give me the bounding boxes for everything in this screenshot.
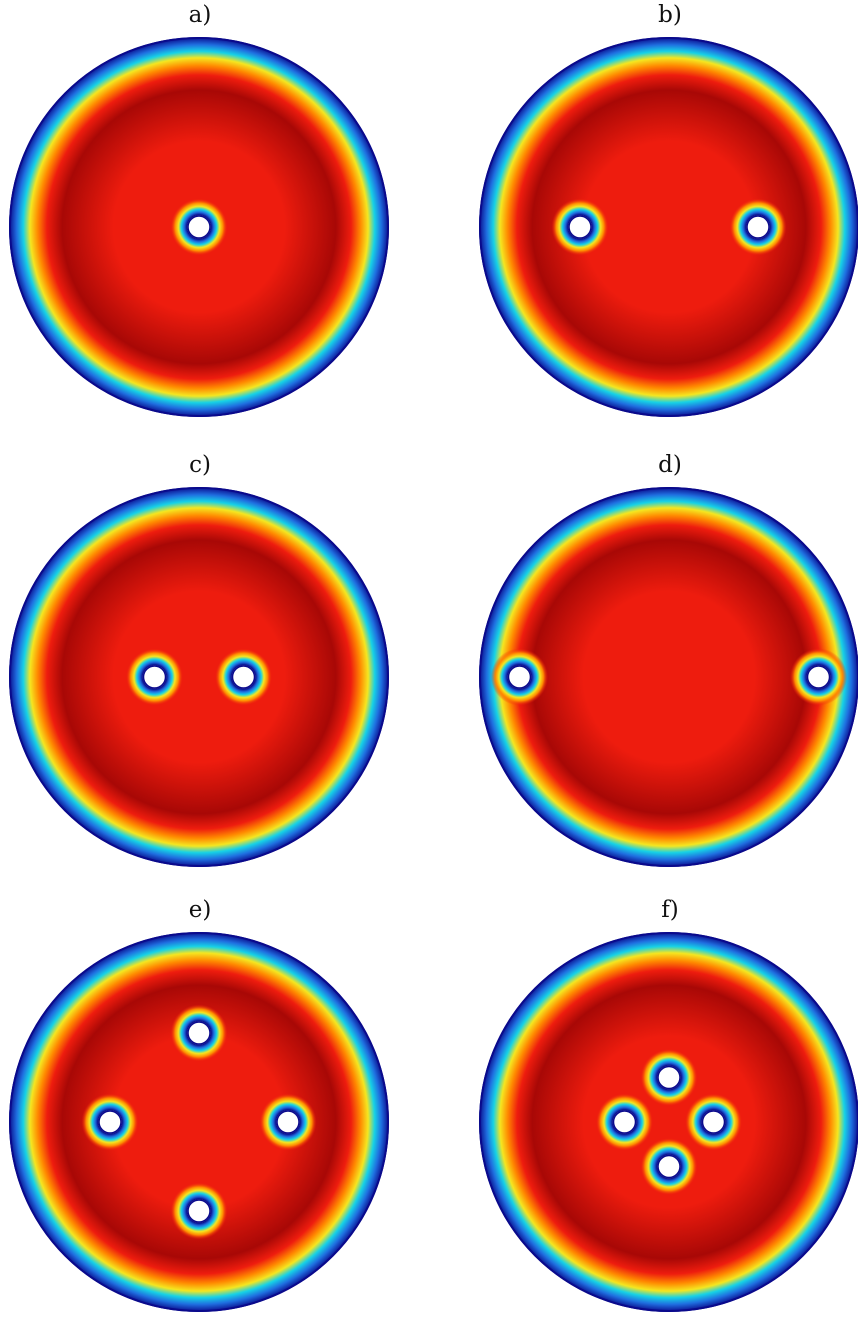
disk-field-b: [479, 37, 858, 417]
disk-plot-d: [474, 482, 858, 872]
hole-core-d-1: [806, 665, 831, 689]
disk-rim-f: [479, 932, 858, 1312]
panel-b: b): [470, 0, 858, 430]
disk-rim-b: [479, 37, 858, 417]
hole-core-d-0: [507, 665, 532, 689]
disk-svg-f: [479, 932, 858, 1312]
hole-core-f-1: [612, 1110, 637, 1134]
panel-e: e): [0, 895, 400, 1325]
hole-core-c-1: [231, 665, 256, 689]
disk-rim-e: [9, 932, 389, 1312]
disk-plot-a: [4, 32, 394, 422]
disk-plot-b: [474, 32, 858, 422]
hole-core-f-0: [657, 1065, 681, 1090]
hole-core-f-2: [701, 1110, 726, 1134]
disk-svg-d: [479, 487, 858, 867]
disk-plot-f: [474, 927, 858, 1317]
hole-core-e-0: [187, 1021, 211, 1045]
hole-core-b-1: [746, 215, 770, 239]
disk-field-c: [9, 487, 389, 867]
disk-field-f: [479, 932, 858, 1312]
disk-plot-e: [4, 927, 394, 1317]
panel-f: f): [470, 895, 858, 1325]
panel-label-a: a): [188, 2, 212, 28]
hole-core-a-0: [187, 215, 211, 239]
disk-svg-e: [9, 932, 389, 1312]
disk-rim-d: [479, 487, 858, 867]
panel-label-f: f): [661, 897, 679, 923]
disk-field-e: [9, 932, 389, 1312]
panel-d: d): [470, 450, 858, 880]
panel-label-d: d): [658, 452, 682, 478]
hole-core-b-0: [568, 215, 592, 239]
hole-core-e-1: [98, 1110, 122, 1134]
disk-svg-a: [9, 37, 389, 417]
hole-core-f-3: [657, 1154, 681, 1179]
hole-core-e-3: [187, 1199, 211, 1223]
disk-rim-c: [9, 487, 389, 867]
disk-rim-a: [9, 37, 389, 417]
panel-a: a): [0, 0, 400, 430]
hole-core-e-2: [276, 1110, 300, 1134]
disk-plot-c: [4, 482, 394, 872]
disk-svg-c: [9, 487, 389, 867]
panel-c: c): [0, 450, 400, 880]
panel-label-e: e): [188, 897, 212, 923]
hole-core-c-0: [142, 665, 167, 689]
disk-field-d: [479, 487, 858, 867]
panel-label-c: c): [189, 452, 211, 478]
panel-label-b: b): [658, 2, 682, 28]
disk-svg-b: [479, 37, 858, 417]
